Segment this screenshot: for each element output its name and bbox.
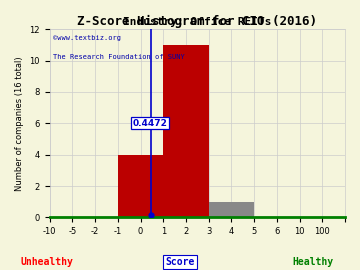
Y-axis label: Number of companies (16 total): Number of companies (16 total) [15,56,24,191]
Bar [209,202,254,217]
Text: 0.4472: 0.4472 [132,119,167,128]
Bar [118,155,163,217]
Text: Industry: Office REITs: Industry: Office REITs [123,17,272,27]
Text: ©www.textbiz.org: ©www.textbiz.org [53,35,121,41]
Text: The Research Foundation of SUNY: The Research Foundation of SUNY [53,54,184,60]
Bar [163,45,209,217]
Text: Score: Score [165,257,195,267]
Title: Z-Score Histogram for CIO (2016): Z-Score Histogram for CIO (2016) [77,15,318,28]
Text: Healthy: Healthy [293,257,334,267]
Text: Unhealthy: Unhealthy [21,257,73,267]
